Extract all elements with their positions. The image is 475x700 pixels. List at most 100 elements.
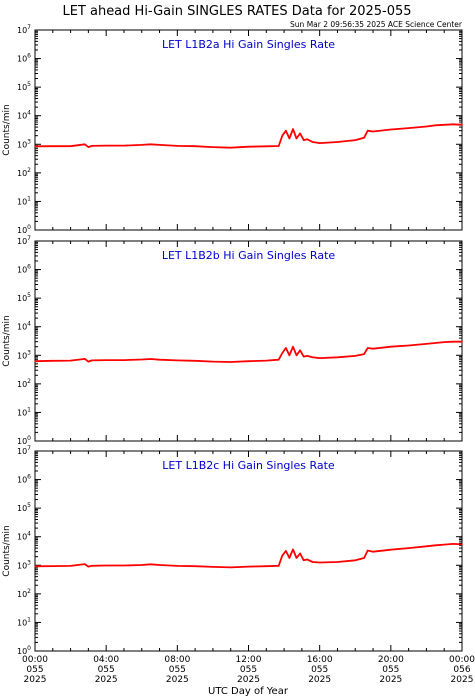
data-point: [288, 137, 291, 140]
data-point: [299, 132, 301, 135]
panel-frame: [34, 450, 463, 652]
x-axis-label: UTC Day of Year: [208, 686, 289, 697]
y-tick-label: 104: [17, 531, 31, 542]
panel-2: 100 101 102 103 104 105 106 107 Counts/min LET L1…: [2, 235, 463, 446]
x-tick-label: 2025: [379, 675, 402, 685]
x-tick-label: 2025: [237, 675, 260, 685]
data-point: [158, 144, 161, 146]
data-point: [363, 557, 365, 559]
y-tick-label: 100: [17, 435, 31, 446]
data-point: [91, 565, 93, 567]
data-point: [443, 124, 445, 126]
data-point: [367, 347, 369, 349]
data-point: [295, 137, 298, 140]
data-point: [299, 349, 301, 351]
y-tick-label: 101: [17, 406, 31, 417]
data-point: [34, 145, 36, 147]
data-point: [176, 565, 178, 567]
data-point: [443, 341, 445, 343]
y-tick-label: 107: [17, 24, 31, 35]
data-point: [212, 361, 214, 363]
x-tick-label: 055: [240, 665, 257, 675]
x-tick-label: 04:00: [93, 655, 119, 665]
data-point: [461, 341, 463, 343]
data-point: [194, 360, 196, 362]
x-tick-label: 00:00: [22, 655, 48, 665]
data-point: [461, 543, 463, 545]
data-point: [306, 138, 308, 140]
y-tick-label: 101: [17, 195, 31, 206]
y-tick-label: 102: [17, 167, 31, 178]
data-point: [150, 143, 152, 145]
x-tick-label: 12:00: [236, 655, 262, 665]
data-point: [265, 565, 267, 567]
data-point: [230, 361, 232, 363]
data-point: [303, 355, 305, 358]
data-point: [295, 354, 298, 356]
x-tick-label: 2025: [166, 675, 189, 685]
data-point: [292, 128, 294, 130]
data-point: [281, 352, 283, 354]
y-tick-label: 102: [17, 588, 31, 599]
y-tick-label: 100: [17, 224, 31, 235]
x-tick-label: 2025: [451, 675, 474, 685]
y-tick-label: 103: [17, 138, 31, 149]
data-point: [247, 360, 250, 362]
data-point: [278, 359, 280, 361]
data-point: [390, 549, 392, 551]
data-point: [84, 358, 86, 360]
data-point: [452, 123, 454, 125]
y-tick-label: 104: [17, 110, 31, 121]
data-point: [295, 557, 298, 559]
panel-1: 100 101 102 103 104 105 106 107 Counts/min LET L1…: [2, 24, 463, 235]
data-point: [292, 346, 294, 348]
data-point: [123, 564, 125, 567]
data-point: [319, 357, 321, 359]
series-line: [34, 543, 463, 569]
panels: 100 101 102 103 104 105 106 107 Counts/min LET L1…: [2, 24, 463, 656]
data-point: [319, 142, 321, 144]
data-point: [158, 359, 161, 361]
y-tick-label: 105: [17, 292, 31, 303]
data-point: [425, 343, 428, 345]
data-point: [434, 124, 436, 126]
data-point: [194, 145, 196, 147]
data-point: [194, 565, 196, 567]
data-point: [390, 346, 392, 348]
y-tick-label: 100: [17, 645, 31, 656]
data-point: [367, 130, 369, 132]
data-point: [105, 564, 107, 567]
data-point: [141, 144, 143, 146]
y-axis-label: Counts/min: [2, 315, 12, 366]
data-point: [105, 144, 107, 147]
data-point: [176, 145, 178, 147]
data-point: [425, 125, 428, 128]
data-point: [372, 130, 374, 133]
y-tick-label: 104: [17, 321, 31, 332]
data-point: [452, 543, 454, 545]
x-tick-label: 08:00: [164, 655, 190, 665]
data-point: [311, 561, 314, 563]
y-axis-label: Counts/min: [2, 525, 12, 576]
data-point: [285, 347, 287, 349]
x-tick-label: 16:00: [307, 655, 333, 665]
x-tick-label: 055: [382, 665, 399, 675]
panel-title: LET L1B2b Hi Gain Singles Rate: [162, 249, 336, 262]
y-tick-label: 106: [17, 53, 31, 64]
y-tick-label: 103: [17, 559, 31, 570]
data-point: [69, 145, 72, 147]
data-point: [363, 353, 365, 355]
x-tick-label: 056: [453, 665, 470, 675]
panel-title: LET L1B2c Hi Gain Singles Rate: [162, 459, 335, 472]
data-point: [425, 545, 428, 547]
data-point: [87, 146, 89, 148]
y-tick-label: 102: [17, 378, 31, 389]
data-point: [69, 565, 72, 567]
data-point: [105, 359, 107, 361]
data-point: [247, 146, 250, 148]
y-tick-label: 101: [17, 616, 31, 627]
data-point: [408, 547, 410, 549]
data-point: [354, 139, 356, 141]
data-point: [434, 544, 436, 546]
